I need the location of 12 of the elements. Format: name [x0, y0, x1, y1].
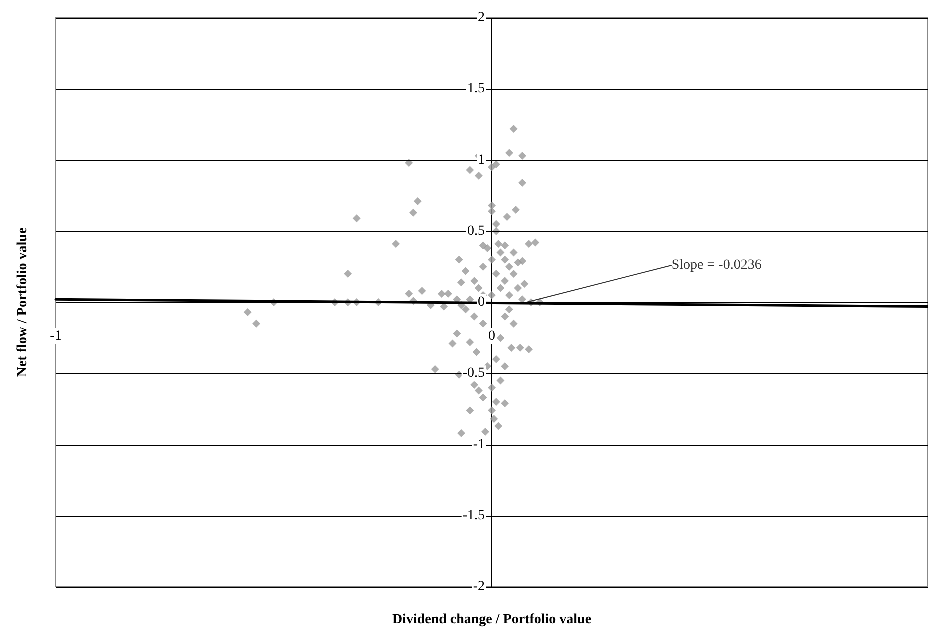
y-tick-label: -1.5 [462, 508, 485, 524]
y-tick-label: -2 [473, 580, 485, 594]
y-tick-label: 0.5 [468, 224, 485, 239]
y-axis-title: Net flow / Portfolio value [16, 228, 30, 378]
y-tick-label: 1.5 [468, 82, 485, 97]
y-tick-label: -1 [473, 437, 485, 452]
x-axis-title: Dividend change / Portfolio value [392, 612, 592, 628]
annotation: Slope = -0.0236 [672, 258, 762, 273]
y-tick-label: -0.5 [462, 366, 485, 382]
y-tick-label: 1 [478, 152, 485, 168]
y-tick-label: 2 [478, 10, 485, 26]
y-tick-label: 0 [478, 295, 485, 310]
